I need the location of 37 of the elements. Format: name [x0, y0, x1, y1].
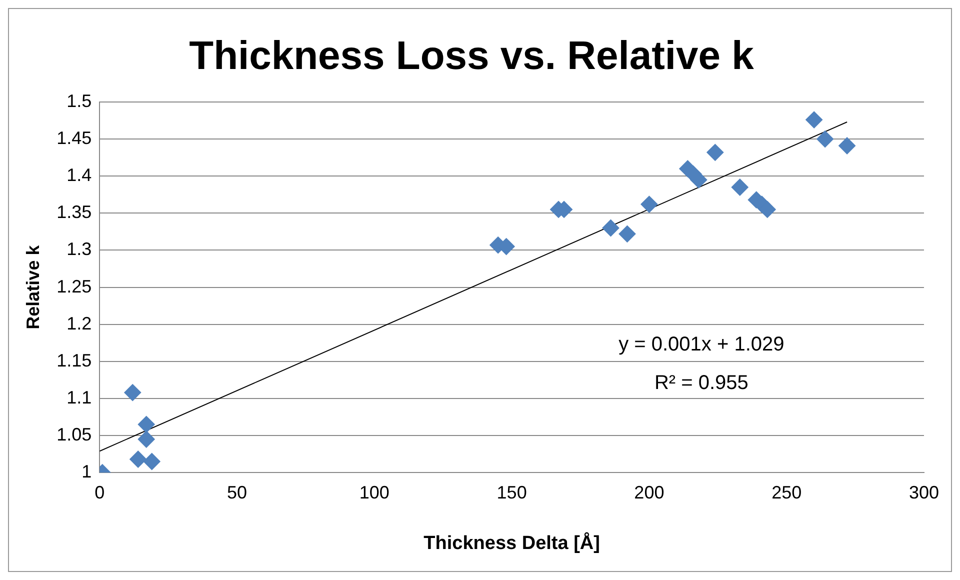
annotation: R² = 0.955 [654, 372, 748, 394]
point [838, 137, 856, 154]
y-tick-label: 1.1 [66, 387, 92, 408]
y-tick-label: 1.05 [56, 424, 92, 445]
point [731, 178, 748, 196]
point [758, 200, 776, 218]
x-tick-label: 200 [634, 482, 664, 502]
y-tick-label: 1.45 [56, 128, 92, 148]
y-tick-label: 1.4 [66, 165, 92, 186]
point [130, 450, 147, 468]
point [138, 430, 155, 448]
y-tick-label: 1.3 [66, 239, 92, 260]
point [618, 225, 636, 242]
chart-title: Thickness Loss vs. Relative k [189, 34, 755, 78]
point [124, 384, 142, 402]
y-tick-label: 1.5 [66, 90, 92, 111]
y-tick-label: 1 [82, 462, 92, 482]
point [706, 144, 724, 161]
point [806, 111, 823, 128]
x-tick-label: 300 [908, 482, 940, 502]
x-tick-label: 250 [772, 482, 802, 502]
point [138, 416, 155, 433]
y-axis-title: Relative k [22, 244, 43, 330]
point [143, 452, 160, 470]
point [602, 220, 620, 237]
point [816, 130, 834, 148]
x-tick-label: 0 [94, 482, 105, 502]
x-tick-label: 150 [496, 482, 527, 502]
y-tick-label: 1.25 [56, 276, 92, 296]
y-tick-label: 1.15 [56, 350, 92, 370]
x-axis-title: Thickness Delta [Å] [424, 532, 600, 554]
y-tick-label: 1.35 [56, 202, 92, 222]
y-tick-label: 1.2 [66, 313, 92, 334]
x-tick-label: 100 [359, 482, 390, 502]
annotation: y = 0.001x + 1.029 [618, 333, 784, 356]
point [640, 196, 658, 213]
x-tick-label: 50 [227, 482, 248, 502]
